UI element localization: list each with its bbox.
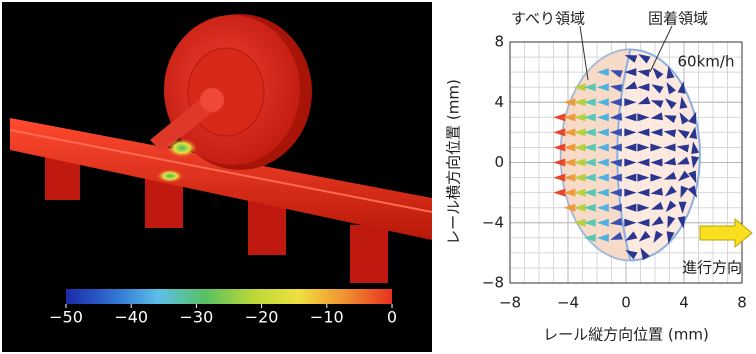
tick-label: −10 [310,308,344,327]
page: {"chart_data": [ {"type": "colorbar", "c… [0,0,756,354]
x-tick-label: 8 [737,294,747,312]
tick-label: 0 [387,308,397,327]
x-tick-label: −8 [499,294,521,312]
annotation: 60km/h [678,53,735,71]
y-tick-label: 0 [494,153,504,171]
tick-label: −20 [245,308,279,327]
tick-label: −50 [49,308,83,327]
colorbar [66,289,392,304]
y-tick-label: −8 [482,274,504,292]
x-tick-label: 4 [679,294,689,312]
annotation: すべり領域 [511,10,585,28]
y-axis-label: レール横方向位置 (mm) [445,79,463,245]
figure: −50−40−30−20−100 −8−4048−8−4048 すべり領域 固着… [0,0,756,354]
annotation: 固着領域 [648,10,708,28]
tick-label: −40 [114,308,148,327]
y-tick-label: 4 [494,93,504,111]
tick-label: −30 [180,308,214,327]
x-tick-label: −4 [557,294,579,312]
y-tick-label: −4 [482,213,504,231]
x-tick-label: 0 [621,294,631,312]
y-tick-label: 8 [494,33,504,51]
annotation: 進行方向 [682,259,742,277]
x-axis-label: レール縦方向位置 (mm) [543,326,709,344]
